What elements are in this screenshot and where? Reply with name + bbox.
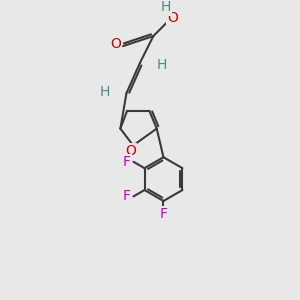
Text: F: F bbox=[123, 155, 131, 169]
Text: F: F bbox=[160, 207, 167, 221]
Text: H: H bbox=[99, 85, 110, 99]
Text: F: F bbox=[123, 189, 131, 203]
Text: H: H bbox=[161, 0, 171, 14]
Text: O: O bbox=[167, 11, 178, 25]
Text: H: H bbox=[157, 58, 167, 72]
Text: O: O bbox=[125, 145, 136, 158]
Text: O: O bbox=[110, 38, 121, 51]
